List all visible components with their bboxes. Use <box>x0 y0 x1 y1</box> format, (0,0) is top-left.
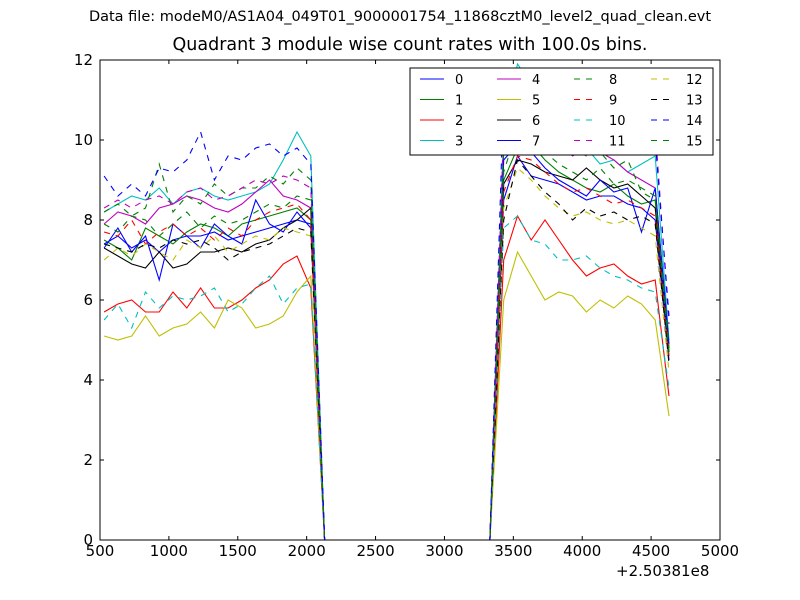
legend-label-3: 3 <box>455 135 463 150</box>
legend-label-14: 14 <box>686 114 703 129</box>
x-tick-label: 4500 <box>632 542 670 560</box>
series-line-15 <box>103 127 670 540</box>
x-tick-label: 2000 <box>288 542 326 560</box>
legend-label-12: 12 <box>686 73 703 88</box>
legend-box <box>409 67 714 156</box>
series-line-13 <box>103 158 670 540</box>
y-tick-label: 4 <box>83 371 93 389</box>
legend-label-10: 10 <box>609 114 626 129</box>
series-line-5 <box>103 250 670 540</box>
y-tick-label: 2 <box>83 451 93 469</box>
series-line-0 <box>103 154 670 540</box>
legend-label-9: 9 <box>609 94 617 109</box>
series-line-1 <box>103 143 670 540</box>
x-tick-label: 3500 <box>494 542 532 560</box>
series-line-12 <box>103 167 670 540</box>
legend-label-7: 7 <box>532 135 540 150</box>
x-tick-label: 5000 <box>701 542 739 560</box>
y-tick-label: 10 <box>74 131 93 149</box>
series-line-8 <box>103 107 670 540</box>
y-tick-label: 12 <box>74 51 93 69</box>
chart-title: Quadrant 3 module wise count rates with … <box>172 35 648 55</box>
x-offset-label: +2.50381e8 <box>616 562 710 580</box>
legend-label-8: 8 <box>609 73 617 88</box>
legend-label-2: 2 <box>455 114 463 129</box>
y-tick-label: 6 <box>83 291 93 309</box>
series-line-6 <box>103 159 670 540</box>
x-tick-label: 500 <box>86 542 115 560</box>
legend-label-15: 15 <box>686 135 703 150</box>
x-tick-label: 2500 <box>356 542 394 560</box>
figure-suptitle: Data file: modeM0/AS1A04_049T01_90000017… <box>88 9 712 25</box>
legend-label-5: 5 <box>532 94 540 109</box>
legend-label-11: 11 <box>609 135 626 150</box>
series-line-2 <box>103 214 670 540</box>
x-tick-label: 4000 <box>563 542 601 560</box>
legend-label-0: 0 <box>455 73 463 88</box>
y-tick-label: 0 <box>83 531 93 549</box>
legend-label-13: 13 <box>686 94 703 109</box>
y-tick-label: 8 <box>83 211 93 229</box>
series-line-9 <box>103 155 670 540</box>
series-line-10 <box>103 215 670 540</box>
legend-label-6: 6 <box>532 114 540 129</box>
legend-label-4: 4 <box>532 73 540 88</box>
legend-label-1: 1 <box>455 94 463 109</box>
series-line-11 <box>103 79 670 540</box>
x-tick-label: 1000 <box>150 542 188 560</box>
x-tick-label: 3000 <box>425 542 463 560</box>
series-line-7 <box>103 143 670 540</box>
x-tick-label: 1500 <box>219 542 257 560</box>
